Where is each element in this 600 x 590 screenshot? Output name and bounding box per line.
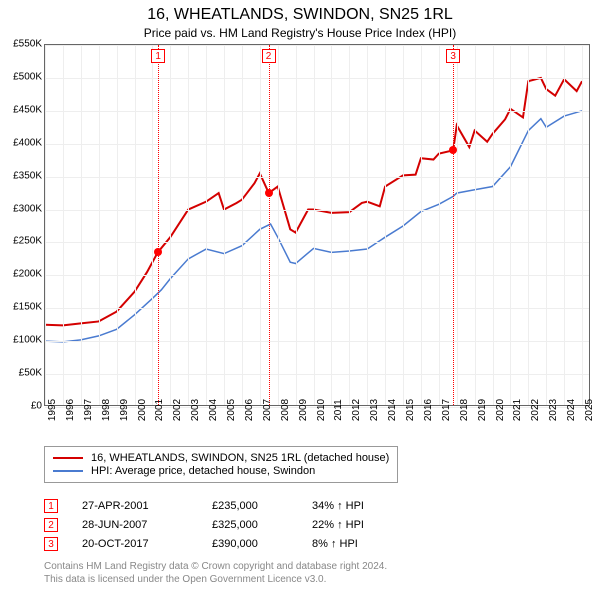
- x-axis-tick-label: 2007: [262, 399, 273, 421]
- legend-item: 16, WHEATLANDS, SWINDON, SN25 1RL (detac…: [53, 452, 389, 464]
- x-axis-tick-label: 2019: [477, 399, 488, 421]
- event-number-box: 1: [151, 49, 165, 63]
- event-vertical-line: [269, 45, 270, 405]
- x-axis-tick-label: 2016: [423, 399, 434, 421]
- x-axis-tick-label: 2022: [530, 399, 541, 421]
- event-price: £325,000: [212, 519, 312, 531]
- y-axis-tick-label: £550K: [13, 39, 42, 50]
- x-axis-tick-label: 2011: [333, 399, 344, 421]
- x-axis-tick-label: 2017: [441, 399, 452, 421]
- legend-swatch: [53, 470, 83, 472]
- x-axis-tick-label: 2021: [512, 399, 523, 421]
- events-table: 1 27-APR-2001 £235,000 34% ↑ HPI 2 28-JU…: [44, 494, 412, 556]
- legend-item: HPI: Average price, detached house, Swin…: [53, 465, 389, 477]
- title-block: 16, WHEATLANDS, SWINDON, SN25 1RL Price …: [0, 0, 600, 40]
- x-axis-tick-label: 1996: [65, 399, 76, 421]
- y-axis-tick-label: £200K: [13, 269, 42, 280]
- x-axis-tick-label: 2001: [154, 399, 165, 421]
- x-axis-tick-label: 2014: [387, 399, 398, 421]
- event-row: 1 27-APR-2001 £235,000 34% ↑ HPI: [44, 499, 412, 513]
- event-price: £390,000: [212, 538, 312, 550]
- x-axis-tick-label: 2012: [351, 399, 362, 421]
- title-line-2: Price paid vs. HM Land Registry's House …: [0, 26, 600, 40]
- event-marker-icon: 1: [44, 499, 58, 513]
- y-axis-tick-label: £250K: [13, 236, 42, 247]
- event-dot-icon: [265, 189, 273, 197]
- y-axis-tick-label: £400K: [13, 137, 42, 148]
- x-axis-tick-label: 2006: [244, 399, 255, 421]
- x-axis-tick-label: 2015: [405, 399, 416, 421]
- event-diff: 22% ↑ HPI: [312, 519, 412, 531]
- y-axis-tick-label: £450K: [13, 104, 42, 115]
- legend-swatch: [53, 457, 83, 459]
- event-marker-icon: 2: [44, 518, 58, 532]
- event-diff: 34% ↑ HPI: [312, 500, 412, 512]
- footnote-line-1: Contains HM Land Registry data © Crown c…: [44, 560, 387, 573]
- y-axis-tick-label: £350K: [13, 170, 42, 181]
- x-axis-tick-label: 2004: [208, 399, 219, 421]
- event-date: 20-OCT-2017: [82, 538, 212, 550]
- event-vertical-line: [158, 45, 159, 405]
- legend-label: 16, WHEATLANDS, SWINDON, SN25 1RL (detac…: [91, 452, 389, 464]
- y-axis-tick-label: £100K: [13, 335, 42, 346]
- x-axis-tick-label: 2003: [190, 399, 201, 421]
- legend-box: 16, WHEATLANDS, SWINDON, SN25 1RL (detac…: [44, 446, 398, 483]
- x-axis-tick-label: 1998: [101, 399, 112, 421]
- footnote: Contains HM Land Registry data © Crown c…: [44, 560, 387, 586]
- x-axis-tick-label: 2005: [226, 399, 237, 421]
- x-axis-tick-label: 2020: [495, 399, 506, 421]
- y-axis-tick-label: £150K: [13, 302, 42, 313]
- x-axis-tick-label: 1999: [119, 399, 130, 421]
- chart-container: 16, WHEATLANDS, SWINDON, SN25 1RL Price …: [0, 0, 600, 590]
- x-axis-tick-label: 2010: [316, 399, 327, 421]
- y-axis-tick-label: £50K: [19, 368, 42, 379]
- footnote-line-2: This data is licensed under the Open Gov…: [44, 573, 387, 586]
- event-date: 27-APR-2001: [82, 500, 212, 512]
- y-axis-tick-label: £500K: [13, 71, 42, 82]
- y-axis-tick-label: £300K: [13, 203, 42, 214]
- x-axis-tick-label: 2024: [566, 399, 577, 421]
- event-number-box: 3: [446, 49, 460, 63]
- x-axis-tick-label: 1997: [83, 399, 94, 421]
- x-axis-tick-label: 2013: [369, 399, 380, 421]
- x-axis-tick-label: 1995: [47, 399, 58, 421]
- event-row: 3 20-OCT-2017 £390,000 8% ↑ HPI: [44, 537, 412, 551]
- event-date: 28-JUN-2007: [82, 519, 212, 531]
- x-axis-tick-label: 2000: [137, 399, 148, 421]
- x-axis-tick-label: 2023: [548, 399, 559, 421]
- event-row: 2 28-JUN-2007 £325,000 22% ↑ HPI: [44, 518, 412, 532]
- event-number-box: 2: [262, 49, 276, 63]
- x-axis-tick-label: 2009: [298, 399, 309, 421]
- title-line-1: 16, WHEATLANDS, SWINDON, SN25 1RL: [0, 6, 600, 24]
- event-marker-icon: 3: [44, 537, 58, 551]
- legend-label: HPI: Average price, detached house, Swin…: [91, 465, 315, 477]
- y-axis-tick-label: £0: [31, 401, 42, 412]
- plot-area: 1 2 3: [44, 44, 590, 406]
- event-dot-icon: [449, 146, 457, 154]
- x-axis-tick-label: 2002: [172, 399, 183, 421]
- x-axis-tick-label: 2025: [584, 399, 595, 421]
- event-price: £235,000: [212, 500, 312, 512]
- event-vertical-line: [453, 45, 454, 405]
- event-dot-icon: [154, 248, 162, 256]
- event-diff: 8% ↑ HPI: [312, 538, 412, 550]
- line-series-svg: [45, 45, 589, 405]
- x-axis-tick-label: 2008: [280, 399, 291, 421]
- x-axis-tick-label: 2018: [459, 399, 470, 421]
